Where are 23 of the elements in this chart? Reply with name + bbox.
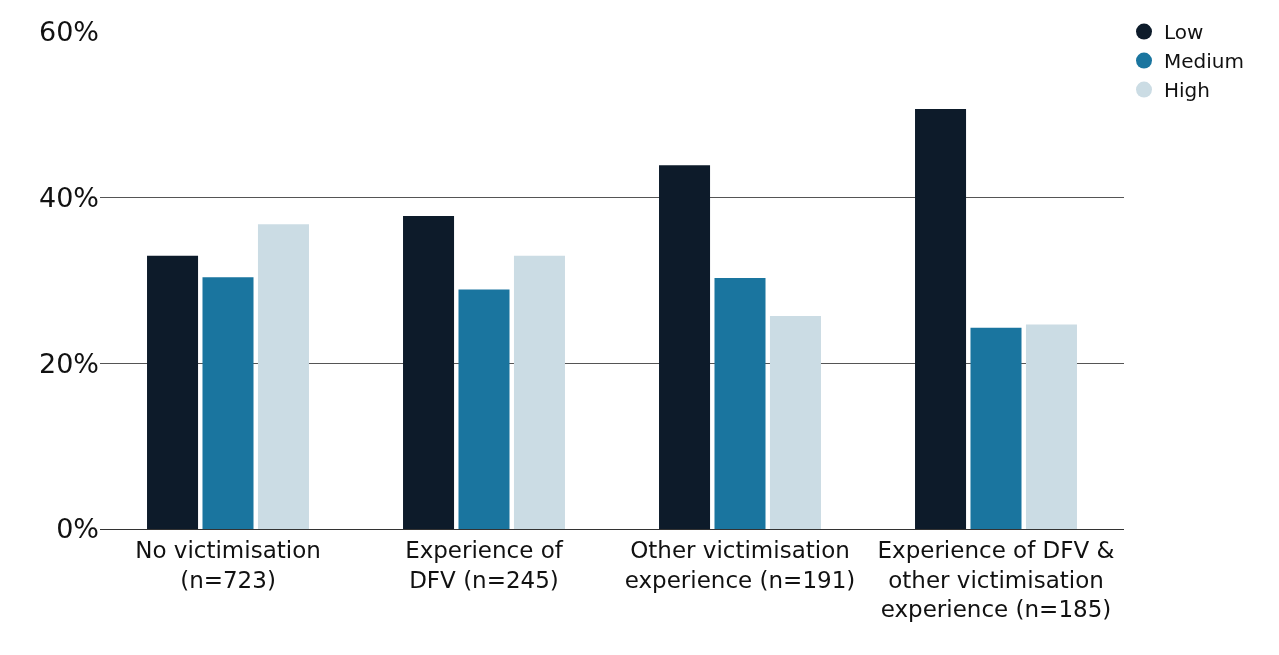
y-tick-label: 20% [38,347,99,379]
x-tick-label: Experience of DFV & other victimisation experience (n=185) [877,536,1115,623]
y-tick-label: 40% [38,182,99,214]
bar [458,289,510,529]
bar [202,277,254,529]
bar [513,255,565,529]
bar [714,278,766,529]
bar [257,224,309,529]
legend-label: Low [1164,20,1204,45]
y-tick-label: 60% [38,16,99,48]
bar [147,255,199,529]
bar [970,327,1022,529]
legend-label: Medium [1164,49,1244,74]
bar [769,316,821,529]
bar [915,109,967,529]
bar [659,165,711,529]
legend-label: High [1164,78,1210,103]
y-tick-label: 0% [56,513,99,545]
x-tick-label: Experience of DFV (n=245) [405,536,564,593]
x-tick-label: No victimisation (n=723) [135,536,321,593]
bar [1025,324,1077,529]
x-tick-label: Other victimisation experience (n=191) [624,536,856,593]
bar [403,215,455,529]
